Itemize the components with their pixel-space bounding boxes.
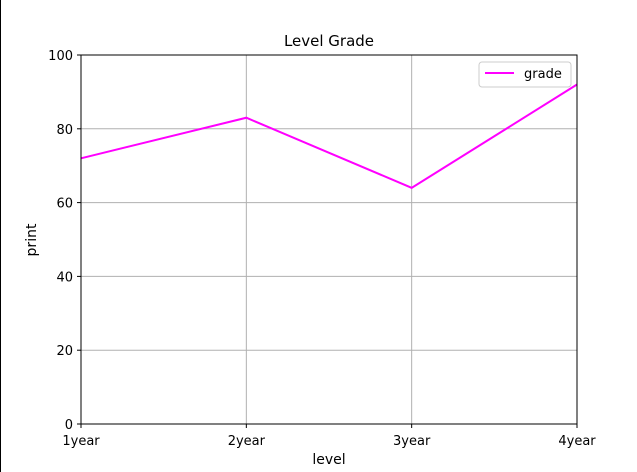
legend-box [478, 61, 572, 88]
plot-frame [80, 54, 578, 425]
series-line-grade [80, 83, 578, 189]
y-tick-label: 0 [65, 418, 73, 433]
window-edge [0, 0, 1, 472]
y-tick-label: 60 [56, 197, 73, 212]
legend-label-grade: grade [524, 67, 562, 82]
x-tick-label: 3year [393, 434, 431, 449]
x-tick-label: 1year [62, 434, 100, 449]
y-tick-label: 100 [48, 49, 73, 64]
legend: grade [478, 61, 572, 88]
grid-lines [80, 54, 578, 425]
x-tick-label: 2year [228, 434, 266, 449]
y-axis-ticks: 0 20 40 60 80 100 [48, 49, 81, 433]
x-tick-label: 4year [558, 434, 596, 449]
y-tick-label: 20 [56, 344, 73, 359]
y-axis-label: print [24, 223, 40, 256]
y-tick-label: 80 [56, 123, 73, 138]
y-tick-label: 40 [56, 270, 73, 285]
x-axis-label: level [312, 452, 345, 468]
x-axis-ticks: 1year 2year 3year 4year [62, 424, 596, 449]
chart-title: Level Grade [284, 32, 374, 50]
